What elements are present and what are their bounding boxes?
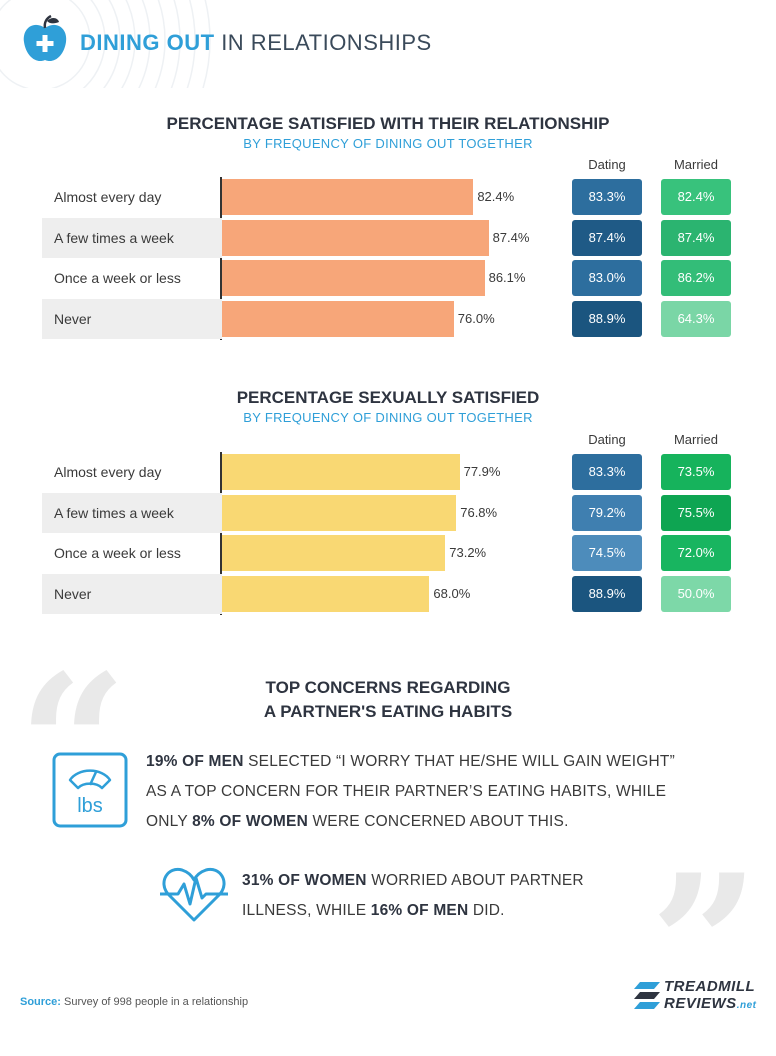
- open-quote-decoration: “: [18, 633, 128, 856]
- chart1-title: PERCENTAGE SATISFIED WITH THEIR RELATION…: [166, 114, 610, 133]
- chart2-dating-cell: 79.2%: [572, 494, 642, 531]
- header: DINING OUT IN RELATIONSHIPS: [0, 0, 776, 88]
- chart2-bar: [222, 535, 446, 572]
- chart2-married-cell: 75.5%: [661, 494, 731, 531]
- chart1-row-label: Almost every day: [54, 189, 162, 205]
- chart1-row-label: A few times a week: [42, 217, 222, 258]
- chart1-bar: [222, 179, 474, 215]
- chart2-row-label: Once a week or less: [54, 545, 181, 562]
- chart2-bar-value: 77.9%: [463, 464, 501, 479]
- chart2-bar-value: 76.8%: [460, 504, 498, 520]
- heart-pulse-icon: [160, 867, 228, 922]
- concerns-title-line2: A PARTNER'S EATING HABITS: [263, 702, 513, 721]
- concern1-stat-women: 8% OF WOMEN: [192, 813, 308, 830]
- chart2-subtitle: BY FREQUENCY OF DINING OUT TOGETHER: [243, 410, 533, 425]
- chart1-dating-cell: 88.9%: [572, 301, 642, 338]
- chart2-title: PERCENTAGE SEXUALLY SATISFIED: [236, 388, 540, 407]
- chart1-subtitle: BY FREQUENCY OF DINING OUT TOGETHER: [243, 136, 533, 151]
- concern1-text3a: ONLY: [146, 813, 193, 830]
- concern2-line2: ILLNESS, WHILE 16% OF MEN DID.: [242, 896, 662, 926]
- scale-lbs-label: lbs: [77, 795, 103, 817]
- chart2-bar-value: 68.0%: [433, 586, 471, 602]
- concern1-line3: ONLY 8% OF WOMEN WERE CONCERNED ABOUT TH…: [146, 807, 746, 837]
- chart2-dating-cell: 88.9%: [572, 576, 642, 613]
- chart1-bar-value: 82.4%: [477, 189, 515, 204]
- concern2-text2a: ILLNESS, WHILE: [242, 902, 371, 919]
- chart2-dating-cell: 74.5%: [572, 535, 642, 572]
- chart2-married-cell: 72.0%: [661, 535, 731, 572]
- chart1-axis: [220, 177, 222, 340]
- chart1-col-dating: Dating: [588, 157, 626, 172]
- brand-stripes-icon: [634, 982, 660, 1009]
- chart1-row-label: Never: [42, 299, 222, 340]
- scale-lbs-icon: lbs: [52, 752, 128, 828]
- chart2-bar: [222, 576, 430, 613]
- chart1-bar: [222, 219, 489, 256]
- brand-line2-text: REVIEWS: [664, 995, 737, 1012]
- concern1-line1: 19% OF MEN SELECTED “I WORRY THAT HE/SHE…: [146, 747, 746, 777]
- chart1-col-married: Married: [673, 157, 719, 172]
- concern2-text: 31% OF WOMEN WORRIED ABOUT PARTNER ILLNE…: [242, 866, 662, 926]
- concern2-text2b: DID.: [468, 902, 505, 919]
- chart2-col-dating: Dating: [588, 432, 626, 447]
- chart2-col-married: Married: [673, 432, 719, 447]
- chart2-row-label: Never: [42, 574, 222, 615]
- concern1-text: 19% OF MEN SELECTED “I WORRY THAT HE/SHE…: [146, 747, 746, 837]
- chart1-bar: [222, 260, 485, 297]
- chart2-dating-cell: 83.3%: [572, 454, 642, 490]
- concern1-line2: AS A TOP CONCERN FOR THEIR PARTNER’S EAT…: [146, 783, 667, 800]
- source-label: Source:: [20, 996, 61, 1008]
- header-rings-decoration: [0, 0, 211, 88]
- brand-suffix: .net: [736, 1000, 757, 1011]
- brand-line1: TREADMILL: [664, 978, 756, 995]
- chart1-bar-value: 87.4%: [492, 229, 530, 245]
- chart2-bar-value: 73.2%: [449, 545, 487, 561]
- concern1-text1: SELECTED “I WORRY THAT HE/SHE WILL GAIN …: [243, 753, 675, 770]
- brand-line2: REVIEWS.net: [664, 995, 756, 1012]
- page-title-bold: DINING OUT: [80, 30, 215, 55]
- chart2-married-cell: 50.0%: [661, 576, 731, 613]
- concern1-text3b: WERE CONCERNED ABOUT THIS.: [307, 813, 569, 830]
- apple-health-icon: [23, 14, 67, 62]
- chart1-married-cell: 64.3%: [661, 301, 731, 338]
- page-title-rest: IN RELATIONSHIPS: [221, 30, 432, 55]
- chart1-married-cell: 87.4%: [661, 219, 731, 256]
- concern2-stat-men: 16% OF MEN: [370, 902, 469, 919]
- chart1-bar: [222, 301, 454, 338]
- concern1-stat-men: 19% OF MEN: [146, 753, 244, 770]
- chart2-row-label: Almost every day: [54, 464, 162, 480]
- source-note: Source: Survey of 998 people in a relati…: [20, 996, 248, 1008]
- chart1-bar-value: 76.0%: [457, 311, 495, 327]
- chart2-axis: [220, 452, 222, 615]
- close-quote-decoration: ”: [650, 833, 760, 1056]
- source-text: Survey of 998 people in a relationship: [60, 996, 249, 1008]
- concern2-text1: WORRIED ABOUT PARTNER: [366, 872, 584, 889]
- chart1-dating-cell: 83.3%: [572, 179, 642, 215]
- chart1-row-label: Once a week or less: [54, 270, 181, 287]
- chart2-bar: [222, 454, 460, 490]
- chart1-married-cell: 86.2%: [661, 260, 731, 297]
- chart1-married-cell: 82.4%: [661, 179, 731, 215]
- chart1-bar-value: 86.1%: [488, 270, 526, 286]
- page-title: DINING OUT IN RELATIONSHIPS: [80, 30, 432, 56]
- chart2-row-label: A few times a week: [42, 492, 222, 533]
- chart1-dating-cell: 83.0%: [572, 260, 642, 297]
- concern2-stat-women: 31% OF WOMEN: [242, 872, 367, 889]
- concern2-line1: 31% OF WOMEN WORRIED ABOUT PARTNER: [242, 866, 662, 896]
- concerns-title-line1: TOP CONCERNS REGARDING: [265, 678, 511, 697]
- chart2-married-cell: 73.5%: [661, 454, 731, 490]
- chart2-bar: [222, 494, 457, 531]
- chart1-dating-cell: 87.4%: [572, 219, 642, 256]
